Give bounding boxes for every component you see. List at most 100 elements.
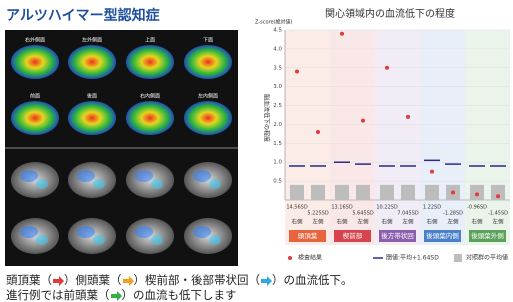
y-tick-label: 1.0: [273, 160, 282, 166]
side-label: 左側: [402, 218, 414, 226]
arrow-icon: [52, 276, 64, 286]
category-label: 後頭葉外側: [471, 231, 504, 240]
overlay: [36, 179, 48, 189]
result-dot: [316, 130, 320, 134]
y-tick-label: 3.5: [273, 65, 282, 71]
mean-bar: [290, 185, 304, 200]
overlay: [193, 226, 211, 238]
side-label: 左側: [492, 218, 504, 226]
overlay: [77, 170, 95, 182]
mean-bar: [380, 185, 394, 200]
result-dot: [430, 170, 434, 174]
category-label: 頭頂葉: [298, 231, 318, 240]
sd-label: 7.045SD: [397, 211, 418, 217]
sd-label: 10.22SD: [376, 205, 397, 211]
brain: [68, 45, 116, 79]
side-label: 左側: [447, 218, 459, 226]
y-tick-label: 4.0: [273, 46, 282, 52]
y-tick-label: 1.5: [273, 141, 282, 147]
y-tick-label: 2.0: [273, 122, 282, 128]
slide: アルツハイマー型認知症 右外側面左外側面上面下面前面後面右内側面左内側面 Z-s…: [0, 0, 513, 302]
sd-label: 13.16SD: [331, 205, 352, 211]
mean-bar: [335, 185, 349, 200]
view-label: 左外側面: [82, 37, 102, 44]
y-tick-label: 4.5: [273, 28, 282, 34]
side-label: 右側: [381, 218, 393, 226]
overlay: [193, 170, 211, 182]
side-label: 右側: [336, 218, 348, 226]
sd-label: -1.45SD: [488, 211, 508, 217]
mean-bar: [401, 185, 415, 200]
side-label: 右側: [471, 218, 483, 226]
brain: [68, 101, 116, 135]
brain: [184, 45, 232, 79]
caption-text: 頭頂葉（: [6, 273, 52, 287]
caption-text: ）側頭葉（: [64, 273, 122, 287]
caption-text: ）楔前部・後部帯状回（: [134, 273, 261, 287]
page: アルツハイマー型認知症 右外側面左外側面上面下面前面後面右内側面左内側面 Z-s…: [0, 0, 513, 302]
result-dot: [340, 32, 344, 36]
caption-line: 頭頂葉（ ）側頭葉（ ）楔前部・後部帯状回（ ）の血流低下。: [6, 273, 353, 287]
result-dot: [385, 66, 389, 70]
overlay: [93, 235, 105, 245]
sd-label: 1.22SD: [423, 205, 441, 211]
result-dot: [295, 70, 299, 74]
overlay: [151, 235, 163, 245]
caption-text: ）の血流も低下します: [122, 288, 237, 302]
view-label: 右内側面: [140, 93, 160, 100]
category-label: 後頭葉内側: [426, 231, 459, 240]
overlay: [135, 226, 153, 238]
overlay: [209, 235, 221, 245]
legend-swatch: [454, 254, 462, 262]
side-label: 左側: [312, 218, 324, 226]
caption-line: 進行例では前頭葉（ ）の血流も低下します: [6, 288, 237, 302]
sd-label: 5.645SD: [352, 211, 373, 217]
view-label: 下面: [203, 38, 213, 44]
overlay: [93, 179, 105, 189]
mean-bar: [356, 185, 370, 200]
view-label: 右外側面: [25, 37, 45, 44]
title: アルツハイマー型認知症: [6, 7, 160, 24]
overlay: [209, 179, 221, 189]
category-label: 後方帯状回: [381, 231, 414, 240]
overlay: [151, 179, 163, 189]
y-caption: Z-score(絶対値): [255, 19, 293, 26]
sd-label: -0.96SD: [467, 205, 487, 211]
overlay: [36, 235, 48, 245]
sd-label: 14.56SD: [286, 205, 307, 211]
sd-label: 5.225SD: [307, 211, 328, 217]
category-label: 楔前部: [343, 231, 363, 240]
y-tick-label: 2.5: [273, 103, 282, 109]
view-label: 上面: [145, 37, 155, 44]
overlay: [20, 226, 38, 238]
side-label: 左側: [357, 218, 369, 226]
result-dot: [496, 194, 500, 198]
view-label: 左内側面: [198, 93, 218, 100]
brain: [126, 45, 174, 79]
caption-text: 進行例では前頭葉（: [6, 288, 110, 302]
sd-label: -1.28SD: [443, 211, 463, 217]
overlay: [20, 170, 38, 182]
brain: [184, 101, 232, 135]
overlay: [77, 226, 95, 238]
y-tick-label: 3.0: [273, 84, 282, 90]
brain: [126, 101, 174, 135]
arrow-icon: [260, 276, 272, 286]
arrow-icon: [110, 291, 122, 301]
side-label: 右側: [291, 218, 303, 226]
result-dot: [361, 119, 365, 123]
y-tick-label: 0.5: [273, 179, 282, 185]
legend-label: 検査結果: [298, 254, 322, 262]
side-label: 右側: [426, 218, 438, 226]
caption-text: ）の血流低下。: [272, 273, 353, 287]
mean-bar: [311, 185, 325, 200]
result-dot: [451, 190, 455, 194]
result-dot: [475, 192, 479, 196]
mean-bar: [425, 185, 439, 200]
legend-label: 対照群の平均値: [466, 254, 508, 262]
chart-title: 関心領域内の血流低下の程度: [325, 7, 455, 20]
legend-swatch: [288, 256, 292, 260]
y-label: 脳血流低下の程度: [263, 94, 271, 142]
result-dot: [406, 115, 410, 119]
overlay: [135, 170, 153, 182]
